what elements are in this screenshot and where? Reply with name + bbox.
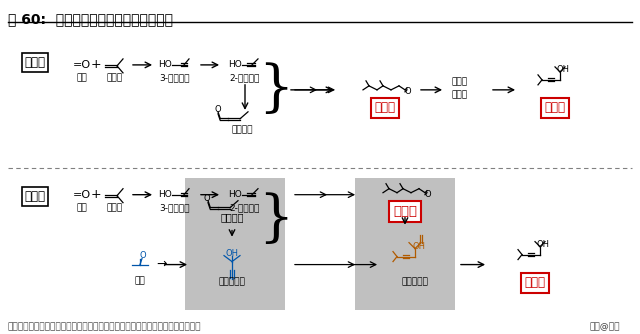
Text: 异丁烯: 异丁烯 [107, 203, 123, 212]
Text: }: } [259, 192, 294, 247]
Text: 数据来源：《芳樟醇与柠檬醛系列香料关键技术研发及产业化项目书》、东北证券: 数据来源：《芳樟醇与柠檬醛系列香料关键技术研发及产业化项目书》、东北证券 [8, 323, 202, 331]
Text: OH: OH [536, 240, 550, 249]
Text: HO: HO [228, 60, 242, 69]
Text: }: } [259, 62, 294, 117]
Text: 甲基丁炔醇: 甲基丁炔醇 [219, 277, 245, 286]
Text: HO: HO [158, 60, 172, 69]
Bar [355, 178, 455, 310]
Text: =O: =O [73, 190, 91, 200]
Text: 异丁烯: 异丁烯 [107, 73, 123, 82]
Text: 3-异戊烯醇: 3-异戊烯醇 [160, 73, 190, 82]
Text: 图 60:  新和成与巴斯夫的香料合成工艺: 图 60: 新和成与巴斯夫的香料合成工艺 [8, 12, 173, 26]
Text: OH: OH [413, 242, 426, 251]
Text: 甲醛: 甲醛 [77, 203, 88, 212]
Text: 本项目: 本项目 [24, 190, 45, 203]
Text: 芳樟醇: 芳樟醇 [525, 276, 545, 289]
Text: 柠檬醛: 柠檬醛 [393, 205, 417, 218]
Text: 异戊烯醛: 异戊烯醛 [220, 213, 244, 223]
Text: 去氢芳樟醇: 去氢芳樟醇 [401, 277, 428, 286]
Text: 3-异戊烯醇: 3-异戊烯醇 [160, 203, 190, 212]
Text: 2-异戊烯醇: 2-异戊烯醇 [230, 203, 260, 212]
Text: 异戊烯醛: 异戊烯醛 [231, 125, 253, 134]
Text: O: O [425, 190, 431, 199]
Text: HO: HO [228, 190, 242, 199]
Text: HO: HO [158, 190, 172, 199]
Text: 香叶醇: 香叶醇 [452, 77, 468, 87]
Text: +: + [91, 58, 101, 71]
Text: O: O [140, 251, 147, 260]
Text: →: → [157, 258, 167, 271]
Text: =O: =O [73, 60, 91, 70]
Text: O: O [204, 194, 211, 203]
Text: 芳樟醇: 芳樟醇 [545, 101, 566, 114]
Text: O: O [404, 88, 412, 96]
Text: 巴斯夫: 巴斯夫 [24, 56, 45, 69]
Text: 橙花醇: 橙花醇 [452, 91, 468, 99]
Text: 头条@管星: 头条@管星 [589, 323, 620, 331]
Text: OH: OH [225, 249, 239, 258]
Text: 甲醛: 甲醛 [77, 73, 88, 82]
Text: O: O [214, 105, 221, 114]
Text: 柠檬醛: 柠檬醛 [374, 101, 396, 114]
Text: OH: OH [557, 65, 570, 74]
Text: 2-异戊烯醇: 2-异戊烯醇 [230, 73, 260, 82]
Bar [185, 178, 285, 310]
Text: 丙酮: 丙酮 [134, 276, 145, 285]
Text: +: + [91, 188, 101, 201]
